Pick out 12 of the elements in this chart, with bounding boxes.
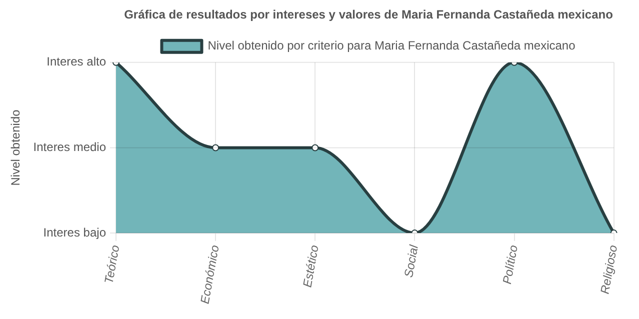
chart-title: Gráfica de resultados por intereses y valores de Maria Fernanda Castañeda mexicano (124, 8, 613, 22)
text: Interes bajo (43, 225, 106, 240)
legend-label: Nivel obtenido por criterio para Maria Fernanda Castañeda mexicano (208, 38, 576, 53)
x-tick-label: Económico (198, 244, 222, 305)
text: Nivel obtenido (8, 109, 22, 186)
x-tick-label: Social (401, 244, 421, 279)
x-tick-label: Religioso (598, 244, 620, 295)
x-tick-label: Teórico (102, 244, 122, 285)
text: Interes alto (46, 54, 106, 69)
x-tick-label: Estético (300, 244, 322, 288)
text: Interes medio (33, 140, 106, 154)
x-tick-label: Político (500, 244, 521, 286)
